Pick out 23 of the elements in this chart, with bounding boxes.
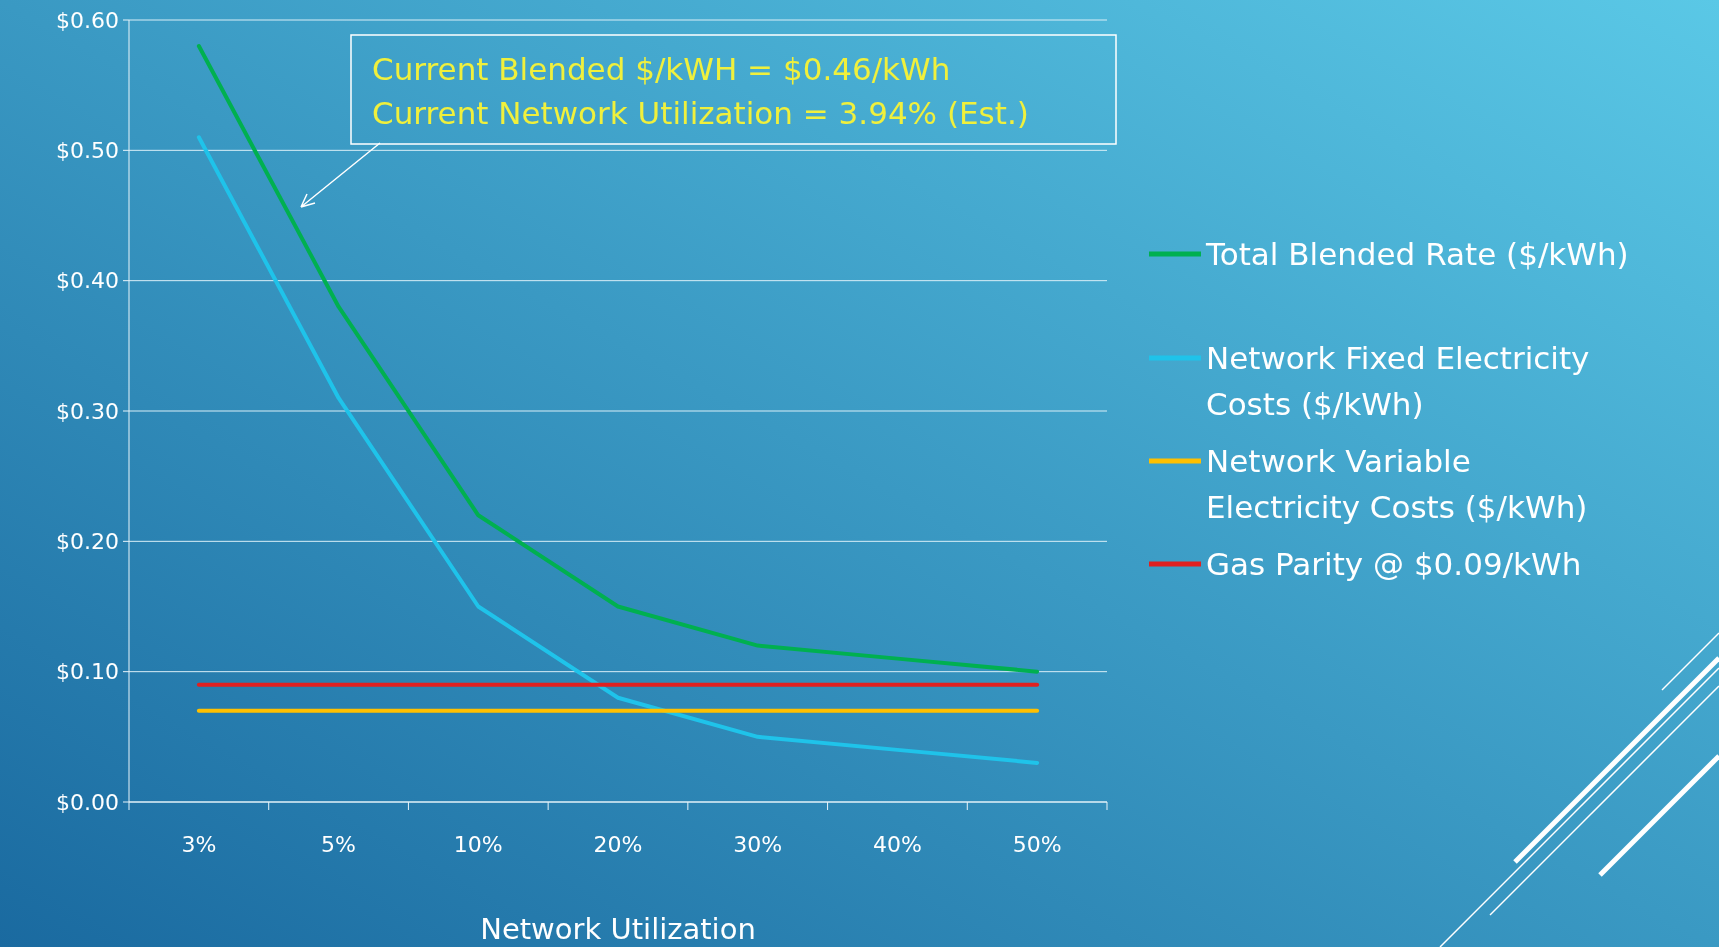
line-series (196, 135, 1040, 765)
y-tick-label: $0.50 (56, 138, 119, 164)
x-tick-label: 30% (733, 832, 783, 857)
legend-label: Network Variable Electricity Costs ($/kWh) (1206, 442, 1588, 525)
annotation: Current Network Utilization = 3.94% (Est.) (372, 95, 1029, 131)
annotation: Current Blended $/kWH = $0.46/kWh (372, 51, 951, 87)
y-tick-label: $0.30 (56, 398, 119, 424)
y-tick-label: $0.20 (56, 529, 119, 555)
y-tick-label: $0.10 (56, 659, 119, 685)
y-tick-label: $0.60 (56, 7, 119, 33)
x-axis-title: Network Utilization (480, 912, 756, 946)
legend-label: Network Fixed Electricity Costs ($/kWh) (1206, 339, 1590, 422)
x-tick-label: 3% (181, 832, 217, 857)
x-tick-label: 5% (321, 832, 357, 857)
y-tick-label: $0.40 (56, 268, 119, 294)
x-tick-label: 20% (593, 832, 643, 857)
x-tick-label: 50% (1012, 832, 1062, 857)
y-tick-label: $0.00 (56, 789, 119, 815)
line-series (196, 44, 1040, 674)
legend-label: Total Blended Rate ($/kWh) (1205, 235, 1629, 272)
x-tick-label: 10% (453, 832, 503, 857)
legend-label: Gas Parity @ $0.09/kWh (1206, 545, 1582, 582)
x-tick-label: 40% (872, 832, 922, 857)
